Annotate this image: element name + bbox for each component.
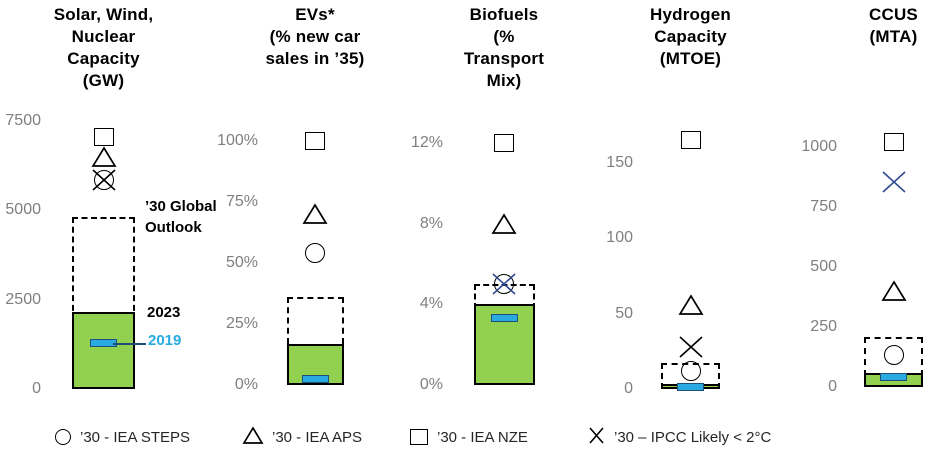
legend-glyph bbox=[55, 429, 71, 445]
dash-2019 bbox=[301, 374, 329, 383]
axis-tick-label: 75% bbox=[225, 193, 258, 210]
nze-square-marker bbox=[93, 128, 114, 147]
aps-triangle-marker bbox=[677, 293, 704, 315]
axis-tick-label: 0 bbox=[828, 378, 837, 395]
dash-2019 bbox=[880, 372, 907, 381]
axis-tick-label: 100 bbox=[606, 229, 633, 247]
panel-title: CCUS (MTA) bbox=[869, 5, 918, 47]
triangle-icon bbox=[242, 425, 264, 444]
outlook-2030-label: ’30 Global Outlook bbox=[145, 198, 217, 236]
legend-label: ’30 - IEA APS bbox=[272, 428, 363, 446]
dash-2019 bbox=[490, 314, 518, 323]
panel-title: Solar, Wind, Nuclear Capacity (GW) bbox=[53, 5, 154, 91]
axis-tick-label: 0 bbox=[624, 380, 633, 397]
label-2019: 2019 bbox=[148, 332, 182, 349]
panel-title: Hydrogen Capacity (MTOE) bbox=[650, 5, 731, 69]
axis-tick-label: 12% bbox=[410, 133, 443, 151]
ipcc-x-marker bbox=[678, 336, 703, 358]
legend-label: ’30 - IEA NZE bbox=[437, 428, 528, 446]
axis-tick-label: 5000 bbox=[5, 201, 41, 219]
axis-tick-label: 100% bbox=[217, 132, 258, 149]
steps-circle-marker bbox=[494, 274, 514, 295]
legend-glyph bbox=[588, 426, 605, 449]
panel-title: EVs* (% new car sales in ’35) bbox=[265, 5, 365, 69]
steps-circle-marker bbox=[305, 243, 325, 264]
steps-circle-marker bbox=[680, 360, 701, 381]
axis-tick-label: 0 bbox=[32, 380, 41, 397]
aps-triangle-marker bbox=[302, 203, 328, 225]
axis-tick-label: 750 bbox=[810, 198, 837, 215]
legend-label: ’30 - IEA STEPS bbox=[80, 428, 191, 446]
steps-circle-marker bbox=[93, 169, 114, 190]
2019-connector-line bbox=[113, 343, 146, 345]
axis-tick-label: 1000 bbox=[801, 138, 837, 155]
label-2023: 2023 bbox=[147, 304, 181, 321]
x-icon bbox=[589, 426, 604, 444]
axis-tick-label: 500 bbox=[810, 258, 837, 275]
aps-triangle-marker bbox=[491, 212, 517, 234]
legend-item: ’30 – IPCC Likely < 2°C bbox=[588, 426, 771, 448]
axis-tick-label: 7500 bbox=[5, 112, 41, 130]
legend-item: ’30 - IEA NZE bbox=[410, 426, 528, 448]
axis-tick-label: 250 bbox=[810, 318, 837, 335]
legend-glyph bbox=[242, 425, 264, 448]
axis-tick-label: 2500 bbox=[5, 290, 41, 308]
axis-tick-label: 25% bbox=[225, 315, 258, 332]
legend-label: ’30 – IPCC Likely < 2°C bbox=[614, 428, 772, 446]
aps-triangle-marker bbox=[880, 280, 907, 301]
nze-square-marker bbox=[680, 131, 701, 150]
square-icon bbox=[410, 429, 428, 445]
bar-2023 bbox=[72, 312, 135, 389]
axis-tick-label: 4% bbox=[419, 295, 443, 313]
nze-square-marker bbox=[494, 133, 514, 152]
axis-tick-label: 150 bbox=[606, 153, 633, 171]
axis-tick-label: 0% bbox=[419, 376, 443, 393]
axis-tick-label: 50% bbox=[225, 254, 258, 271]
axis-tick-label: 50 bbox=[615, 304, 633, 322]
legend-glyph bbox=[410, 429, 428, 445]
nze-square-marker bbox=[305, 132, 325, 150]
ipcc-x-marker bbox=[881, 171, 906, 193]
legend-item: ’30 - IEA APS bbox=[242, 425, 363, 448]
circle-icon bbox=[55, 429, 71, 445]
aps-triangle-marker bbox=[90, 146, 117, 167]
axis-tick-label: 8% bbox=[419, 214, 443, 232]
ipcc-x-marker bbox=[91, 169, 116, 191]
ipcc-x-marker bbox=[492, 273, 516, 295]
dash-2019 bbox=[90, 338, 117, 347]
panel-title: Biofuels (% Transport Mix) bbox=[463, 5, 545, 91]
steps-circle-marker bbox=[883, 344, 904, 365]
legend-item: ’30 - IEA STEPS bbox=[55, 426, 190, 448]
nze-square-marker bbox=[883, 133, 904, 152]
axis-tick-label: 0% bbox=[234, 376, 258, 393]
dash-2019 bbox=[677, 383, 704, 392]
